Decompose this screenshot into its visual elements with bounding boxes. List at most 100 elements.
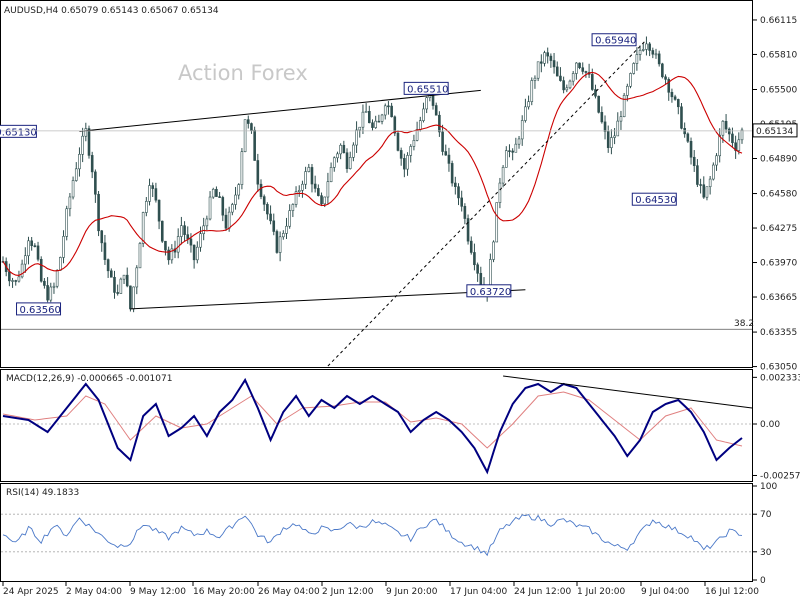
candle-body — [626, 85, 629, 96]
x-tick-label: 9 Jun 20:00 — [386, 587, 438, 597]
rsi-tick-label: 0 — [760, 576, 766, 586]
macd-tick-label: -0.002574 — [760, 471, 800, 481]
candle-body — [240, 151, 244, 185]
candle-body — [246, 119, 250, 124]
candle-body — [546, 52, 549, 57]
candle-body — [199, 233, 202, 248]
x-tick-label: 2 Jun 12:00 — [322, 587, 374, 597]
candle-body — [613, 135, 616, 138]
candle-body — [243, 119, 247, 152]
candle-body — [438, 114, 441, 133]
candle-body — [74, 168, 78, 181]
candle-body — [396, 132, 400, 151]
candle-body — [84, 128, 88, 137]
candle-body — [132, 286, 135, 310]
candle-body — [52, 285, 56, 288]
candle-body — [578, 62, 581, 69]
candle-body — [208, 196, 212, 220]
candle-body — [259, 183, 263, 197]
candle-body — [313, 183, 317, 189]
rsi-tick-label: 100 — [760, 482, 777, 492]
candle-body — [342, 144, 346, 154]
candle-body — [552, 60, 556, 68]
candle-body — [285, 225, 288, 234]
candle-body — [524, 106, 527, 121]
candle-body — [466, 218, 470, 242]
candle-body — [418, 120, 422, 130]
candle-body — [176, 236, 180, 253]
candle-body — [409, 146, 413, 156]
price-tick-label: 0.66115 — [760, 16, 797, 26]
price-tick-label: 0.63355 — [760, 328, 797, 338]
candle-body — [355, 129, 358, 146]
candle-body — [441, 131, 444, 152]
candle-body — [36, 245, 40, 260]
candle-body — [145, 201, 148, 213]
candle-body — [329, 167, 333, 183]
candle-body — [282, 233, 285, 238]
candle-body — [8, 271, 11, 282]
candle-body — [590, 74, 594, 90]
upper-channel-line — [79, 89, 481, 132]
trend-lines — [79, 39, 647, 367]
candle-body — [103, 242, 107, 260]
x-tick-label: 24 Jun 12:00 — [514, 587, 571, 597]
candle-body — [594, 89, 597, 97]
candle-body — [622, 95, 626, 117]
candle-body — [555, 66, 559, 77]
rsi-panel — [0, 483, 753, 582]
candle-body — [332, 157, 336, 168]
candle-body — [87, 128, 91, 156]
candle-body — [425, 97, 428, 110]
price-tick-label: 0.63665 — [760, 293, 797, 303]
price-tick-label: 0.64275 — [760, 224, 797, 234]
candle-body — [676, 99, 680, 108]
candle-body — [603, 121, 607, 132]
candle-body — [654, 53, 658, 56]
price-tick-label: 0.65500 — [760, 86, 797, 96]
candle-body — [457, 186, 460, 199]
candle-body — [374, 120, 377, 128]
candle-body — [412, 140, 416, 147]
candle-body — [692, 156, 696, 166]
rsi-tick-label: 70 — [760, 510, 772, 520]
candle-body — [699, 184, 702, 186]
dashed-trend-line — [327, 39, 647, 367]
price-y-axis: 0.661150.658100.655000.651950.648900.645… — [752, 16, 797, 373]
current-price-label: 0.65134 — [756, 127, 793, 137]
candle-body — [17, 276, 21, 282]
candle-body — [380, 114, 384, 122]
annotation-box — [631, 192, 677, 206]
candle-body — [673, 96, 677, 100]
candle-body — [670, 91, 674, 98]
candle-body — [495, 202, 499, 243]
candle-body — [186, 234, 190, 240]
candle-body — [422, 108, 425, 121]
x-tick-label: 9 Jul 04:00 — [641, 587, 690, 597]
candle-body — [100, 230, 104, 244]
candle-body — [727, 128, 731, 135]
candle-body — [14, 280, 18, 282]
candle-body — [116, 292, 119, 294]
candle-body — [160, 220, 164, 242]
candle-body — [180, 225, 183, 237]
candle-body — [492, 241, 495, 260]
candle-body — [705, 186, 709, 198]
candle-body — [562, 80, 565, 91]
candle-body — [383, 105, 387, 116]
candle-body — [565, 87, 569, 91]
fib-label: 38.2 — [734, 319, 754, 329]
candle-body — [211, 188, 215, 198]
candle-body — [734, 142, 737, 151]
rsi-y-axis: 100 70 30 0 — [752, 482, 777, 586]
candle-body — [447, 154, 451, 164]
price-tick-label: 0.63050 — [760, 363, 797, 373]
candle-body — [696, 165, 699, 185]
candle-body — [737, 139, 741, 151]
candle-body — [189, 238, 193, 246]
candle-body — [667, 79, 671, 93]
candle-body — [619, 116, 623, 122]
macd-line — [2, 377, 743, 475]
candle-body — [584, 71, 588, 73]
candle-body — [106, 259, 110, 272]
